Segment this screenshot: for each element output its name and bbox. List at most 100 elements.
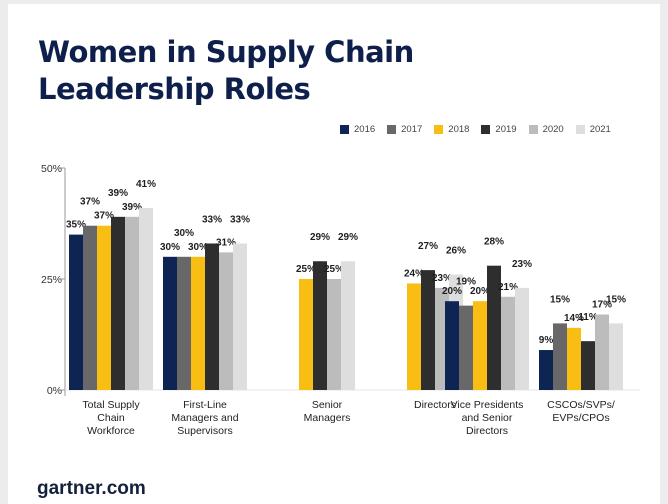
bar-2016 xyxy=(445,301,459,390)
data-label: 23% xyxy=(512,259,532,270)
data-label: 37% xyxy=(94,211,114,222)
legend-item-2017: 2017 xyxy=(387,124,422,135)
data-label: 39% xyxy=(108,188,128,199)
data-label: 27% xyxy=(418,241,438,252)
bar-2016 xyxy=(163,256,177,390)
data-label: 15% xyxy=(550,294,570,305)
bar-2021 xyxy=(609,323,623,390)
title-line-2: Leadership Roles xyxy=(38,72,311,106)
data-label: 28% xyxy=(484,237,504,248)
legend-swatch xyxy=(575,124,585,134)
bar-2019 xyxy=(205,243,219,390)
bar-2018 xyxy=(299,279,313,390)
legend-item-2019: 2019 xyxy=(481,123,517,135)
category-label-line: First-Line xyxy=(183,399,227,411)
bar-2021 xyxy=(341,261,355,390)
category-label-line: Workforce xyxy=(87,425,135,437)
legend-label: 2018 xyxy=(448,123,470,135)
category-label-line: and Senior xyxy=(462,412,513,424)
legend-item-2020: 2020 xyxy=(528,123,564,135)
data-label: 29% xyxy=(310,232,330,243)
legend-item-2021: 2021 xyxy=(575,123,611,135)
bar-2021 xyxy=(233,243,247,390)
legend-label: 2020 xyxy=(542,123,564,135)
data-label: 21% xyxy=(498,282,518,293)
category-label-line: CSCOs/SVPs/ xyxy=(547,399,615,411)
data-label: 30% xyxy=(160,242,180,253)
y-tick-label: 50% xyxy=(41,163,62,175)
data-label: 14% xyxy=(564,313,584,324)
category-label: Senior Managers xyxy=(304,399,351,424)
bar-2019 xyxy=(581,341,595,390)
data-label: 39% xyxy=(122,202,142,213)
y-tick-label: 0% xyxy=(47,385,62,397)
category-label: Total Supply Chain Workforce xyxy=(82,399,140,437)
bar-2019 xyxy=(487,265,501,390)
data-label: 30% xyxy=(174,228,194,239)
legend-label: 2019 xyxy=(495,123,517,135)
data-label: 29% xyxy=(338,232,358,243)
data-label: 9% xyxy=(539,335,554,346)
legend-label: 2017 xyxy=(401,123,423,135)
page-title: Women in Supply Chain Leadership Roles xyxy=(38,34,414,108)
bar-2018 xyxy=(473,301,487,390)
data-label: 26% xyxy=(446,246,466,257)
data-label: 15% xyxy=(606,294,626,305)
bar-2019 xyxy=(421,270,435,390)
footer-source[interactable]: gartner.com xyxy=(37,478,146,499)
legend-label: 2021 xyxy=(589,123,611,135)
title-line-1: Women in Supply Chain xyxy=(38,35,414,69)
category-label-line: Total Supply xyxy=(82,399,140,411)
data-label: 37% xyxy=(80,197,100,208)
legend-swatch xyxy=(387,124,397,134)
y-tick-label: 25% xyxy=(41,274,62,286)
data-label: 25% xyxy=(324,264,344,275)
data-label: 11% xyxy=(578,312,598,323)
data-label: 17% xyxy=(592,300,612,311)
data-label: 33% xyxy=(202,214,222,225)
bar-chart: 0% 25% 50% 35% 37% 37% 39% 39% 41% Total Supply Ch… xyxy=(41,163,640,437)
bar-2017 xyxy=(553,323,567,390)
bar-2020 xyxy=(327,279,341,390)
category-label-line: Managers and xyxy=(171,412,238,424)
infographic-card: Women in Supply Chain Leadership Roles 2… xyxy=(8,4,660,504)
category-label: Directors xyxy=(414,399,456,411)
data-label: 30% xyxy=(188,242,208,253)
data-label: 35% xyxy=(66,220,86,231)
legend-label: 2016 xyxy=(354,123,376,135)
bar-2019 xyxy=(111,216,125,390)
category-label-line: Vice Presidents xyxy=(451,399,524,411)
data-label: 20% xyxy=(470,286,490,297)
category-label-line: Senior xyxy=(312,399,343,411)
data-label: 25% xyxy=(296,264,316,275)
bar-2017 xyxy=(177,256,191,390)
data-label: 20% xyxy=(442,286,462,297)
bar-2021 xyxy=(139,207,153,390)
chart-legend: 2016 2017 2018 2019 2020 2021 xyxy=(340,122,623,136)
category-label-line: EVPs/CPOs xyxy=(552,412,609,424)
bar-2020 xyxy=(125,216,139,390)
category-label-line: Directors xyxy=(466,425,508,437)
category-label-line: Directors xyxy=(414,399,456,411)
bar-2018 xyxy=(97,225,111,390)
legend-swatch xyxy=(340,124,349,134)
bar-2020 xyxy=(595,314,609,390)
bar-2016 xyxy=(539,350,553,390)
bar-2020 xyxy=(501,296,515,390)
bar-2017 xyxy=(459,305,473,390)
data-label: 31% xyxy=(216,237,236,248)
category-label-line: Managers xyxy=(304,412,351,424)
category-label: CSCOs/SVPs/EVPs/CPOs xyxy=(547,399,615,424)
legend-swatch xyxy=(434,124,444,134)
legend-item-2018: 2018 xyxy=(434,124,469,135)
legend-swatch xyxy=(481,124,491,134)
bar-2021 xyxy=(515,287,529,390)
data-label: 33% xyxy=(230,214,250,225)
category-label: First-Line Managers and Supervisors xyxy=(171,399,238,437)
data-label: 41% xyxy=(136,179,156,190)
bar-2020 xyxy=(219,252,233,390)
bar-2016 xyxy=(69,234,83,390)
data-label: 19% xyxy=(456,277,476,288)
legend-item-2016: 2016 xyxy=(340,124,375,135)
bar-2018 xyxy=(191,256,205,390)
